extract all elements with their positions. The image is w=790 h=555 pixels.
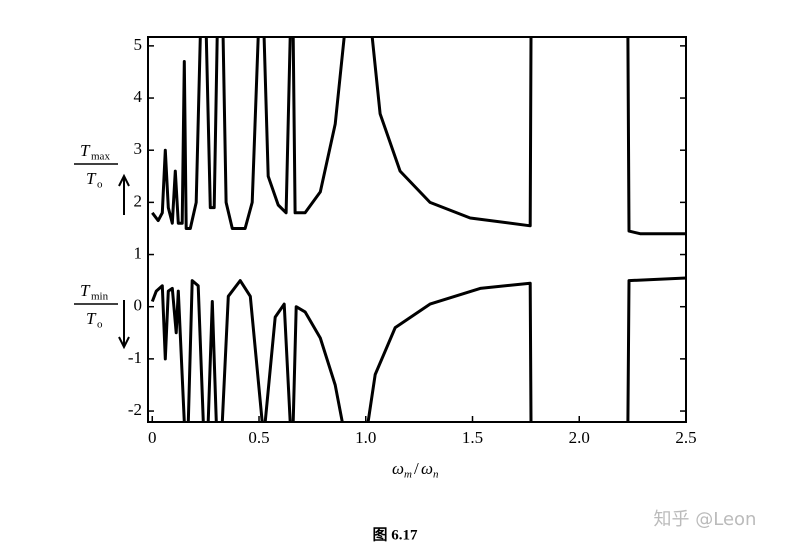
y-tick-label: 1 [134, 243, 143, 262]
y-label-upper: T max T o [74, 141, 130, 215]
label-den: T [86, 169, 97, 188]
y-tick-label: 2 [134, 191, 143, 210]
caption: 图 6.17 [372, 526, 418, 543]
watermark: 知乎 @Leon [654, 509, 757, 530]
label-num-sub: min [91, 291, 109, 303]
label-num: T [80, 141, 91, 160]
label-num: T [80, 281, 91, 300]
label-sep: / [414, 459, 419, 478]
x-tick-label: 0.5 [248, 428, 269, 447]
x-tick-label: 2.0 [569, 428, 590, 447]
arrow-up [118, 173, 130, 215]
label-den: T [86, 309, 97, 328]
y-tick-label: -1 [128, 348, 142, 367]
arrow-down [118, 300, 130, 350]
curve [150, 276, 687, 423]
x-tick-label: 2.5 [675, 428, 696, 447]
label-den: ω [421, 459, 433, 478]
y-tick-label: 3 [134, 139, 143, 158]
x-tick-label: 1.0 [355, 428, 376, 447]
x-label: ω m / ω n [392, 459, 439, 481]
label-den-sub: o [97, 179, 103, 191]
y-tick-label: 0 [134, 296, 143, 315]
y-tick-label: 4 [134, 87, 143, 106]
label-den-sub: o [97, 319, 103, 331]
label-num-sub: m [404, 469, 412, 481]
curve [151, 36, 686, 236]
y-label-lower: T min T o [74, 281, 130, 350]
y-tick-label: -2 [128, 400, 142, 419]
label-den-sub: n [433, 469, 439, 481]
label-num-sub: max [91, 151, 110, 163]
x-tick-label: 1.5 [462, 428, 483, 447]
x-tick-label: 0 [148, 428, 157, 447]
plot-frame [147, 36, 687, 423]
y-tick-label: 5 [134, 35, 143, 54]
label-num: ω [392, 459, 404, 478]
